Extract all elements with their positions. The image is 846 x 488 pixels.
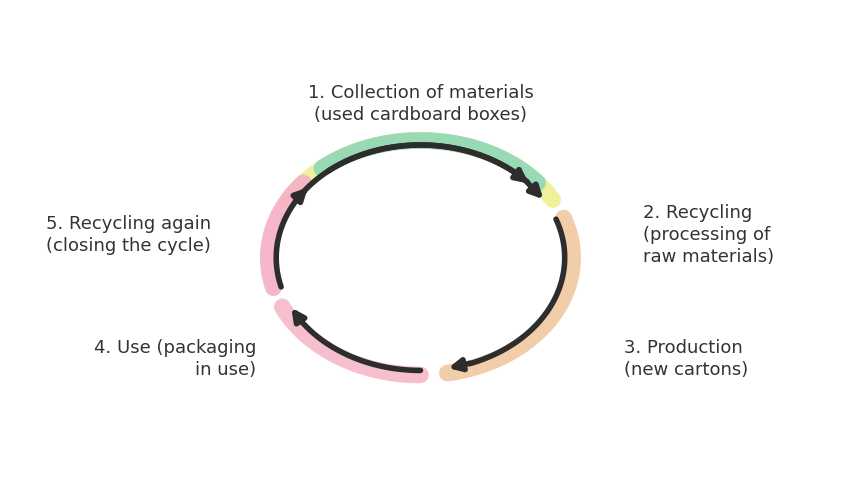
Text: 3. Production
(new cartons): 3. Production (new cartons)	[624, 339, 748, 379]
Text: 1. Collection of materials
(used cardboard boxes): 1. Collection of materials (used cardboa…	[308, 83, 533, 124]
Text: 5. Recycling again
(closing the cycle): 5. Recycling again (closing the cycle)	[46, 215, 211, 255]
Text: 2. Recycling
(processing of
raw materials): 2. Recycling (processing of raw material…	[643, 204, 774, 266]
Text: 4. Use (packaging
in use): 4. Use (packaging in use)	[94, 339, 256, 379]
